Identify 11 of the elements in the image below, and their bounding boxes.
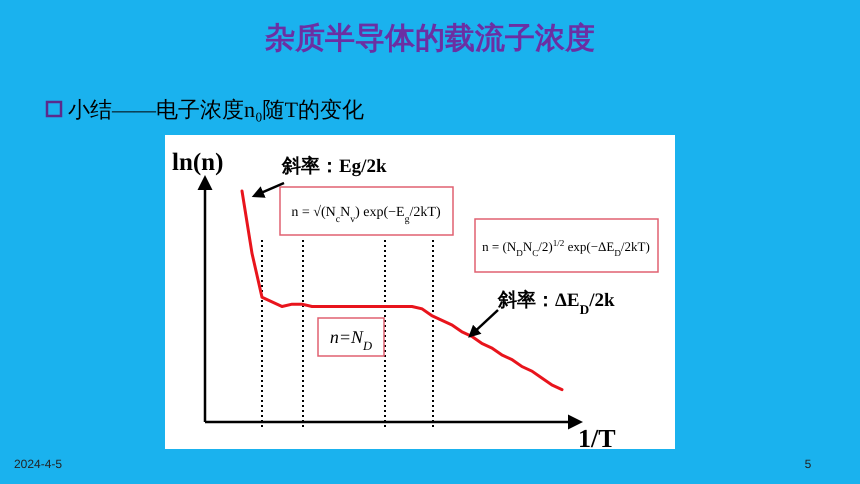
annotation: 斜率：ΔE$_{D}$/2k: [497, 289, 615, 316]
annotation: n=N$_{D}$: [330, 327, 372, 353]
text: 斜率：Eg/2k: [281, 155, 387, 177]
text: 2024-4-5: [14, 457, 62, 471]
y-axis-title: ln(n): [172, 149, 224, 176]
chart-title: 杂质半导体的载流子浓度: [264, 21, 595, 55]
chart-subtitle: 小结——电子浓度n₀随T的变化: [68, 97, 364, 122]
text: 5: [804, 457, 812, 471]
x-axis-title: 1/T: [578, 424, 616, 453]
text: n = (N$_{D}$N$_{C}$/2)$^{1/2}$ exp(−ΔE$_{D}$/2kT): [482, 238, 650, 258]
annotation: n = √(N$_{c}$N$_{v}$) exp(−E$_{g}$/2kT): [291, 204, 441, 224]
